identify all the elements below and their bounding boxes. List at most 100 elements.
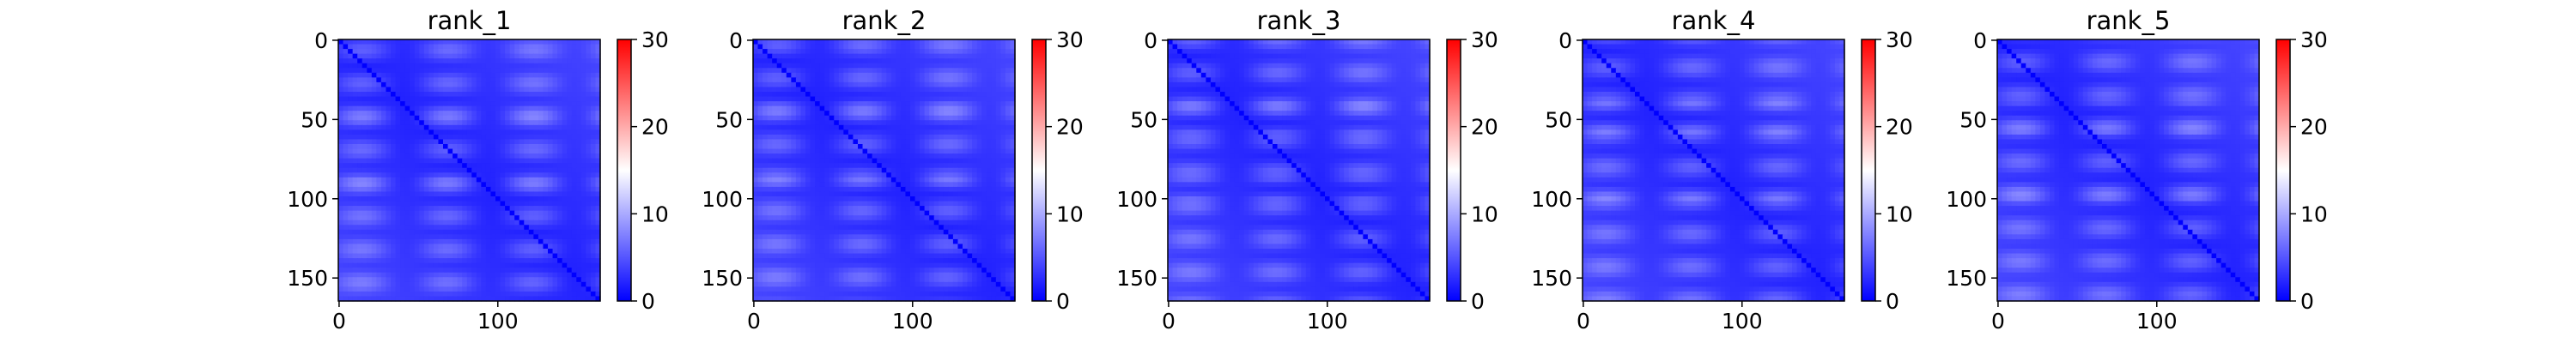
heatmap-cell [400,167,406,173]
heatmap-cell [929,92,935,98]
heatmap-cell [815,92,821,98]
heatmap-cell [762,177,769,183]
heatmap-cell [571,153,577,159]
heatmap-cell [590,225,597,231]
heatmap-cell [514,63,520,69]
heatmap-cell [590,139,597,145]
heatmap-cell [348,129,354,135]
heatmap-cell [352,234,358,240]
heatmap-cell [824,53,830,59]
heatmap-cell [548,120,554,126]
heatmap-cell [453,234,459,240]
heatmap-cell [586,182,592,188]
heatmap-cell [810,101,816,107]
heatmap-cell [843,167,849,173]
heatmap-cell [753,206,759,212]
heatmap-cell [419,191,425,197]
heatmap-cell [963,115,969,121]
heatmap-cell [896,196,902,202]
heatmap-cell [371,268,377,274]
heatmap-cell [800,153,806,159]
heatmap-cell [848,201,854,207]
heatmap-cell [338,272,344,278]
heatmap-cell [395,115,401,121]
heatmap-cell [428,238,434,245]
heatmap-cell [457,53,463,59]
heatmap-cell [519,277,525,283]
heatmap-cell [495,153,501,159]
heatmap-cell [795,101,802,107]
heatmap-cell [590,53,597,59]
heatmap-cell [576,139,582,145]
heatmap-cell [348,120,354,126]
heatmap-cell [872,163,878,169]
heatmap-cell [386,253,392,259]
heatmap-cell [538,238,544,245]
heatmap-cell [838,158,844,164]
heatmap-cell [400,291,406,298]
heatmap-cell [557,87,563,93]
heatmap-cell [910,148,916,154]
heatmap-cell [509,272,515,278]
heatmap-cell [509,68,515,74]
heatmap-cell [419,201,425,207]
heatmap-cell [914,58,920,64]
heatmap-cell [972,201,978,207]
heatmap-cell [423,39,429,45]
heatmap-cell [920,44,926,50]
heatmap-cell [567,101,573,107]
heatmap-cell [423,262,429,268]
heatmap-cell [524,134,530,141]
heatmap-cell [819,201,825,207]
heatmap-cell [896,120,902,126]
heatmap-cell [829,49,835,55]
heatmap-cell [495,144,501,150]
heatmap-cell [976,44,982,50]
heatmap-cell [423,53,429,59]
heatmap-cell [457,286,463,292]
heatmap-cell [462,296,468,302]
heatmap-cell [348,134,354,141]
heatmap-cell [367,49,373,55]
heatmap-cell [943,201,949,207]
heatmap-cell [586,120,592,126]
heatmap-cell [428,196,434,202]
heatmap-cell [476,277,482,283]
heatmap-cell [571,167,577,173]
heatmap-cell [967,186,973,193]
heatmap-cell [500,148,506,154]
heatmap-cell [414,53,420,59]
heatmap-cell [924,144,930,150]
heatmap-cell [858,129,864,135]
heatmap-cell [576,72,582,78]
heatmap-cell [933,163,939,169]
heatmap-cell [428,120,434,126]
heatmap-cell [834,105,840,111]
heatmap-cell [576,268,582,274]
heatmap-cell [586,44,592,50]
heatmap-cell [767,134,773,141]
heatmap-cell [352,124,358,130]
heatmap-cell [853,87,859,93]
heatmap-cell [557,220,563,226]
heatmap-cell [495,44,501,50]
heatmap-cell [557,172,563,178]
heatmap-cell [967,111,973,117]
heatmap-cell [495,258,501,264]
heatmap-cell [576,281,582,287]
heatmap-cell [443,215,449,221]
heatmap-cell [590,120,597,126]
heatmap-cell [453,101,459,107]
heatmap-cell [995,120,1001,126]
heatmap-cell [924,58,930,64]
heatmap-cell [1000,49,1006,55]
heatmap-cell [380,77,387,83]
heatmap-cell [528,281,534,287]
heatmap-cell [805,148,811,154]
heatmap-cell [376,111,382,117]
heatmap-cell [404,296,410,302]
heatmap-cell [762,167,769,173]
heatmap-cell [986,101,992,107]
heatmap-cell [419,244,425,250]
heatmap-cell [838,172,844,178]
